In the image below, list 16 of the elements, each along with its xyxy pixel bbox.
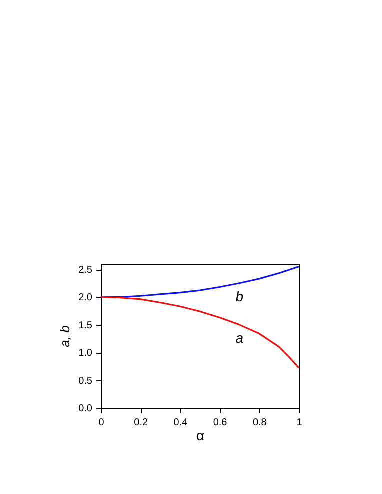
y-tick-label: 1.5 [78, 320, 93, 332]
x-tick-label: 0.2 [134, 418, 148, 428]
y-tick-label: 2.5 [78, 265, 93, 276]
y-axis-title: a, b [58, 326, 73, 348]
series-label: a [236, 330, 244, 346]
x-tick-label: 0.4 [174, 418, 188, 428]
y-tick-label: 2.0 [78, 292, 93, 304]
series-label: b [236, 288, 244, 304]
x-tick-label: 0.8 [252, 418, 268, 428]
y-tick-label: 0.5 [78, 376, 93, 387]
x-tick-label: 0 [98, 418, 105, 428]
y-tick-label: 0.0 [78, 404, 93, 414]
x-tick-label: 1 [296, 418, 303, 428]
x-tick-label: 0.6 [213, 418, 228, 428]
x-axis-title: α [196, 428, 205, 444]
y-tick-label: 1.0 [78, 348, 93, 360]
